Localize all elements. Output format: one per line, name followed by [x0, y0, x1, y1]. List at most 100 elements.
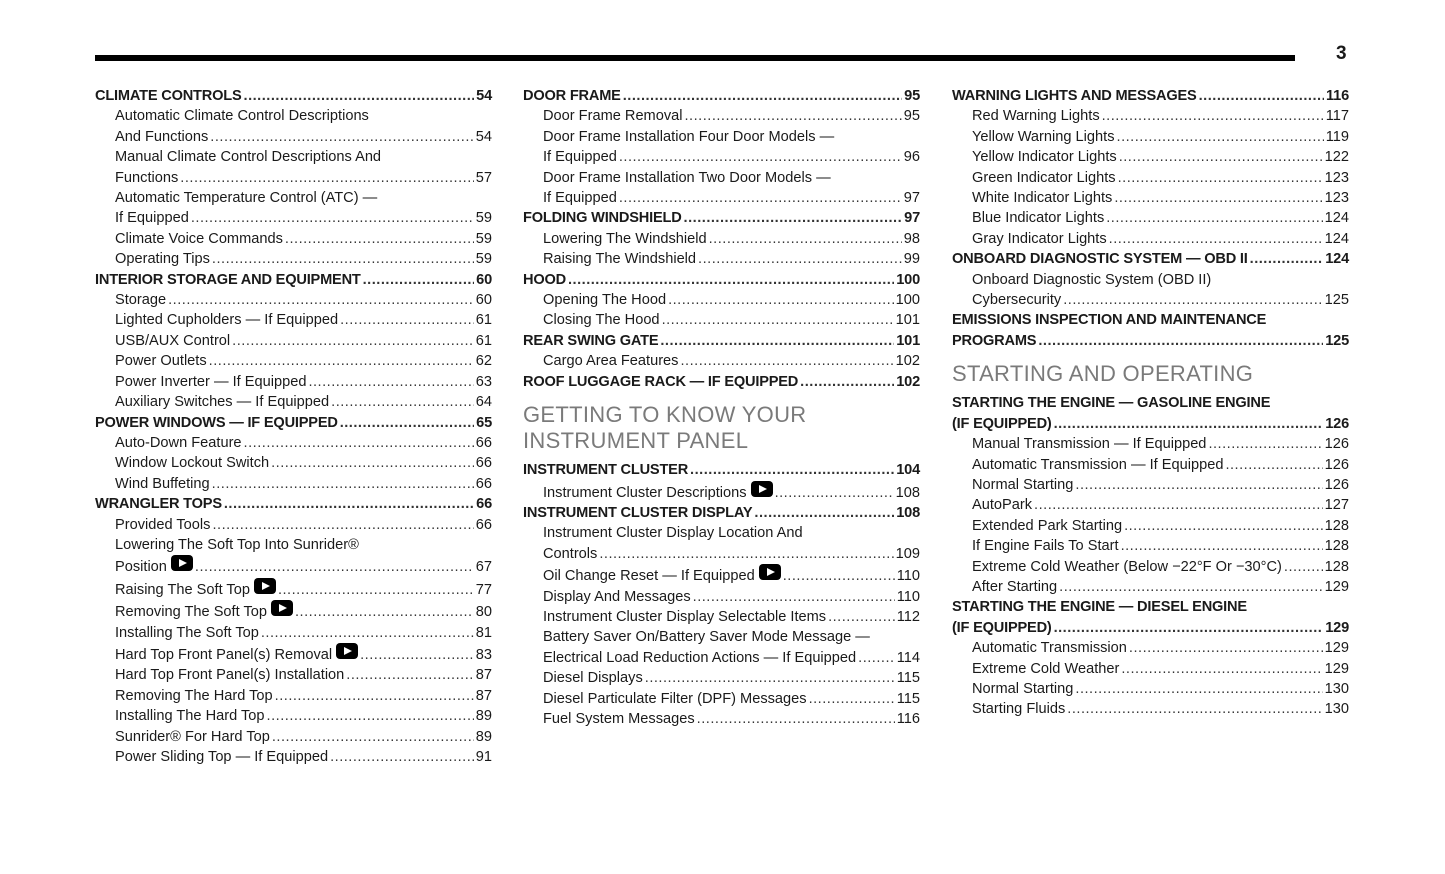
- page-ref[interactable]: 89: [475, 728, 492, 745]
- video-play-icon[interactable]: [270, 600, 293, 617]
- toc-heading[interactable]: CLIMATE CONTROLS 54: [95, 86, 492, 106]
- page-ref[interactable]: 114: [896, 649, 920, 666]
- toc-item[interactable]: Starting Fluids 130: [952, 699, 1349, 719]
- page-ref[interactable]: 101: [895, 312, 920, 329]
- toc-item[interactable]: Automatic Climate Control Descriptions An…: [95, 106, 492, 147]
- page-ref[interactable]: 116: [896, 710, 920, 727]
- toc-heading[interactable]: INSTRUMENT CLUSTER DISPLAY 108: [523, 503, 920, 523]
- page-ref[interactable]: 59: [475, 251, 492, 268]
- toc-item[interactable]: Closing The Hood 101: [523, 310, 920, 330]
- page-ref[interactable]: 126: [1324, 456, 1349, 473]
- page-ref[interactable]: 67: [475, 559, 492, 576]
- toc-item[interactable]: Door Frame Removal 95: [523, 106, 920, 126]
- toc-item[interactable]: Battery Saver On/Battery Saver Mode Mess…: [523, 627, 920, 668]
- page-ref[interactable]: 104: [896, 462, 920, 479]
- page-ref[interactable]: 130: [1324, 680, 1349, 697]
- video-play-icon[interactable]: [758, 564, 781, 581]
- page-ref[interactable]: 129: [1324, 660, 1349, 677]
- page-ref[interactable]: 125: [1325, 332, 1349, 349]
- page-ref[interactable]: 95: [904, 88, 920, 104]
- page-ref[interactable]: 128: [1324, 517, 1349, 534]
- toc-item[interactable]: Lowering The Soft Top Into Sunrider® Posi…: [95, 535, 492, 578]
- page-ref[interactable]: 95: [903, 108, 920, 125]
- page-ref[interactable]: 64: [475, 394, 492, 411]
- toc-item[interactable]: After Starting 129: [952, 577, 1349, 597]
- toc-item[interactable]: Installing The Soft Top 81: [95, 623, 492, 643]
- toc-item[interactable]: Power Outlets 62: [95, 351, 492, 371]
- toc-item[interactable]: Automatic Transmission 129: [952, 638, 1349, 658]
- toc-item[interactable]: Sunrider® For Hard Top 89: [95, 727, 492, 747]
- page-ref[interactable]: 60: [475, 292, 492, 309]
- toc-heading[interactable]: STARTING THE ENGINE — DIESEL ENGINE (IF E…: [952, 597, 1349, 638]
- page-ref[interactable]: 81: [475, 624, 492, 641]
- page-ref[interactable]: 54: [476, 88, 492, 104]
- page-ref[interactable]: 125: [1324, 292, 1349, 309]
- toc-item[interactable]: Extended Park Starting 128: [952, 516, 1349, 536]
- page-ref[interactable]: 99: [903, 251, 920, 268]
- page-ref[interactable]: 65: [476, 414, 492, 431]
- toc-item[interactable]: If Engine Fails To Start 128: [952, 536, 1349, 556]
- page-ref[interactable]: 87: [475, 667, 492, 684]
- page-ref[interactable]: 87: [475, 687, 492, 704]
- page-ref[interactable]: 115: [896, 670, 920, 687]
- page-ref[interactable]: 126: [1324, 476, 1349, 493]
- toc-item[interactable]: Cargo Area Features 102: [523, 351, 920, 371]
- page-ref[interactable]: 110: [896, 568, 920, 585]
- toc-heading[interactable]: WARNING LIGHTS AND MESSAGES 116: [952, 86, 1349, 106]
- toc-heading[interactable]: POWER WINDOWS — IF EQUIPPED 65: [95, 413, 492, 433]
- page-ref[interactable]: 129: [1324, 640, 1349, 657]
- page-ref[interactable]: 126: [1324, 436, 1349, 453]
- toc-item[interactable]: Climate Voice Commands 59: [95, 229, 492, 249]
- toc-item[interactable]: Gray Indicator Lights 124: [952, 229, 1349, 249]
- toc-heading[interactable]: EMISSIONS INSPECTION AND MAINTENANCE PROG…: [952, 310, 1349, 351]
- page-ref[interactable]: 83: [475, 646, 492, 663]
- toc-item[interactable]: Auxiliary Switches — If Equipped 64: [95, 392, 492, 412]
- toc-heading[interactable]: STARTING THE ENGINE — GASOLINE ENGINE (IF…: [952, 393, 1349, 434]
- toc-heading[interactable]: INSTRUMENT CLUSTER 104: [523, 460, 920, 480]
- toc-item[interactable]: Normal Starting 130: [952, 679, 1349, 699]
- toc-heading[interactable]: ROOF LUGGAGE RACK — IF EQUIPPED 102: [523, 372, 920, 392]
- toc-item[interactable]: Manual Climate Control Descriptions And F…: [95, 147, 492, 188]
- page-ref[interactable]: 102: [896, 373, 920, 390]
- page-ref[interactable]: 66: [475, 455, 492, 472]
- page-ref[interactable]: 108: [896, 504, 920, 521]
- page-ref[interactable]: 59: [475, 210, 492, 227]
- page-ref[interactable]: 119: [1325, 128, 1349, 145]
- page-ref[interactable]: 80: [475, 604, 492, 621]
- toc-item[interactable]: Manual Transmission — If Equipped 126: [952, 434, 1349, 454]
- page-ref[interactable]: 97: [904, 210, 920, 227]
- video-play-icon[interactable]: [750, 480, 773, 497]
- toc-item[interactable]: Raising The Windshield 99: [523, 249, 920, 269]
- toc-heading[interactable]: DOOR FRAME 95: [523, 86, 920, 106]
- toc-item[interactable]: Instrument Cluster Display Location And C…: [523, 523, 920, 564]
- page-ref[interactable]: 66: [475, 475, 492, 492]
- toc-heading[interactable]: WRANGLER TOPS 66: [95, 494, 492, 514]
- page-ref[interactable]: 101: [896, 332, 920, 349]
- video-play-icon[interactable]: [253, 577, 276, 594]
- page-ref[interactable]: 129: [1324, 578, 1349, 595]
- toc-item[interactable]: Provided Tools 66: [95, 515, 492, 535]
- toc-item[interactable]: AutoPark 127: [952, 495, 1349, 515]
- page-ref[interactable]: 89: [475, 708, 492, 725]
- video-play-icon[interactable]: [336, 642, 359, 659]
- page-ref[interactable]: 124: [1324, 210, 1349, 227]
- page-ref[interactable]: 126: [1325, 415, 1349, 432]
- toc-item[interactable]: Display And Messages 110: [523, 587, 920, 607]
- page-ref[interactable]: 96: [903, 149, 920, 166]
- toc-item[interactable]: Red Warning Lights 117: [952, 106, 1349, 126]
- page-ref[interactable]: 61: [475, 312, 492, 329]
- toc-item[interactable]: Diesel Displays 115: [523, 668, 920, 688]
- page-ref[interactable]: 123: [1324, 190, 1349, 207]
- toc-item[interactable]: Removing The Soft Top 80: [95, 600, 492, 622]
- toc-item[interactable]: Wind Buffeting 66: [95, 474, 492, 494]
- toc-item[interactable]: Opening The Hood 100: [523, 290, 920, 310]
- toc-item[interactable]: Green Indicator Lights 123: [952, 168, 1349, 188]
- toc-item[interactable]: Installing The Hard Top 89: [95, 706, 492, 726]
- page-ref[interactable]: 66: [475, 434, 492, 451]
- page-ref[interactable]: 60: [476, 271, 492, 288]
- toc-item[interactable]: Window Lockout Switch 66: [95, 453, 492, 473]
- page-ref[interactable]: 110: [896, 588, 920, 605]
- toc-heading[interactable]: REAR SWING GATE 101: [523, 331, 920, 351]
- page-ref[interactable]: 124: [1325, 251, 1349, 268]
- page-ref[interactable]: 112: [896, 608, 920, 625]
